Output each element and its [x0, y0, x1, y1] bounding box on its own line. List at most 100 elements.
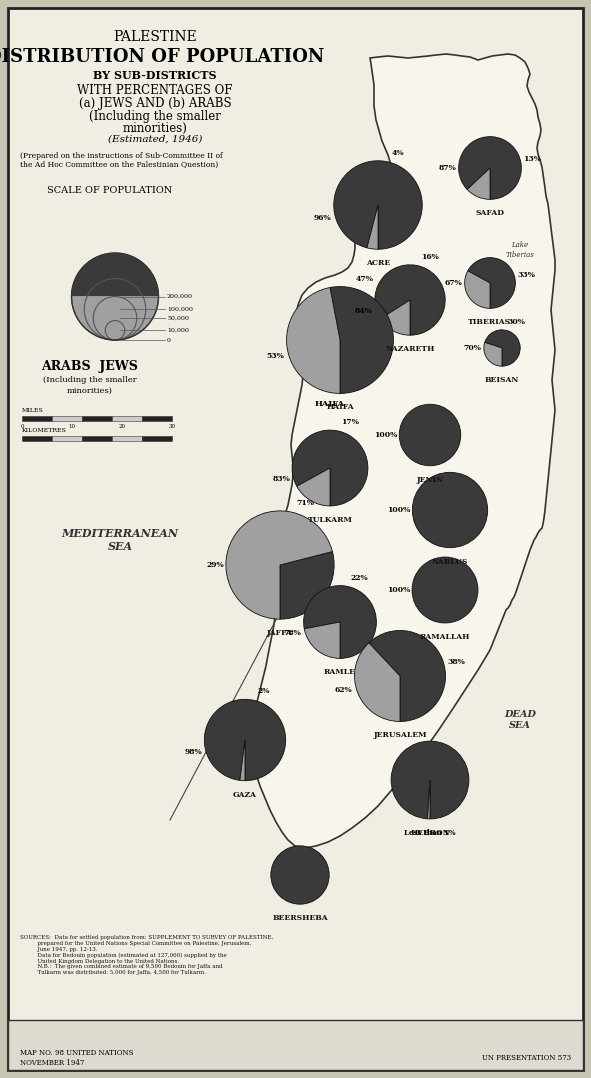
- Text: JERUSALEM: JERUSALEM: [374, 732, 427, 740]
- Wedge shape: [304, 622, 340, 659]
- Text: minorities): minorities): [122, 122, 187, 135]
- Text: 67%: 67%: [445, 279, 463, 287]
- Text: HAIFA: HAIFA: [326, 403, 354, 412]
- Text: GAZA: GAZA: [233, 790, 257, 799]
- Text: BY SUB-DISTRICTS: BY SUB-DISTRICTS: [93, 70, 217, 81]
- Text: SOURCES:  Data for settled population from: SUPPLEMENT TO SURVEY OF PALESTINE,
 : SOURCES: Data for settled population fro…: [20, 935, 274, 976]
- Text: (Estimated, 1946): (Estimated, 1946): [108, 135, 202, 144]
- Text: JAFFA: JAFFA: [267, 630, 293, 637]
- Wedge shape: [72, 253, 158, 296]
- Wedge shape: [484, 343, 502, 367]
- Text: 29%: 29%: [206, 561, 224, 569]
- Text: 53%: 53%: [267, 353, 285, 360]
- Wedge shape: [427, 780, 430, 819]
- Wedge shape: [467, 168, 490, 199]
- Text: 50,000: 50,000: [167, 316, 189, 321]
- Text: (Including the smaller: (Including the smaller: [89, 110, 221, 123]
- Wedge shape: [280, 552, 334, 619]
- Wedge shape: [391, 741, 469, 819]
- Text: SCALE OF POPULATION: SCALE OF POPULATION: [47, 186, 173, 195]
- Wedge shape: [297, 468, 330, 506]
- Text: 200,000: 200,000: [167, 294, 193, 299]
- Wedge shape: [226, 511, 332, 619]
- Wedge shape: [292, 430, 368, 506]
- Text: (Prepared on the instructions of Sub-Committee II of
the Ad Hoc Committee on the: (Prepared on the instructions of Sub-Com…: [20, 152, 223, 169]
- Text: MILES: MILES: [22, 407, 44, 413]
- Text: 98%: 98%: [184, 748, 202, 756]
- Wedge shape: [412, 557, 478, 623]
- Text: 2%: 2%: [257, 688, 269, 695]
- Text: ARABS  JEWS: ARABS JEWS: [41, 360, 138, 373]
- Bar: [82, 436, 112, 441]
- Wedge shape: [367, 205, 378, 249]
- Wedge shape: [465, 271, 490, 308]
- Wedge shape: [468, 258, 515, 308]
- Text: 96%: 96%: [314, 215, 332, 222]
- Text: 22%: 22%: [351, 573, 369, 582]
- Wedge shape: [380, 300, 410, 335]
- Bar: [8, 1020, 583, 1070]
- Text: WITH PERCENTAGES OF: WITH PERCENTAGES OF: [77, 84, 233, 97]
- Text: 10: 10: [69, 424, 76, 429]
- Text: BEISAN: BEISAN: [485, 376, 519, 384]
- Text: 84%: 84%: [355, 306, 373, 315]
- Text: 70%: 70%: [464, 344, 482, 353]
- Text: RAMLE: RAMLE: [324, 668, 356, 676]
- Text: (Including the smaller: (Including the smaller: [43, 376, 137, 384]
- Wedge shape: [204, 700, 285, 780]
- Bar: [22, 416, 52, 421]
- Text: ACRE: ACRE: [366, 259, 390, 267]
- Text: 16%: 16%: [421, 253, 439, 261]
- Bar: [112, 416, 142, 421]
- Text: 4%: 4%: [391, 149, 404, 156]
- Text: (a) JEWS AND (b) ARABS: (a) JEWS AND (b) ARABS: [79, 97, 231, 110]
- Text: TIBERIAS: TIBERIAS: [469, 318, 512, 327]
- Wedge shape: [485, 330, 520, 367]
- Text: 13%: 13%: [524, 154, 541, 163]
- Text: MAP NO. 98 UNITED NATIONS
NOVEMBER 1947: MAP NO. 98 UNITED NATIONS NOVEMBER 1947: [20, 1049, 134, 1066]
- Wedge shape: [72, 296, 158, 340]
- Text: 0: 0: [167, 337, 171, 343]
- Wedge shape: [369, 631, 446, 721]
- Bar: [112, 436, 142, 441]
- Text: PALESTINE: PALESTINE: [113, 30, 197, 44]
- Text: BEERSHEBA: BEERSHEBA: [272, 914, 328, 922]
- Text: 38%: 38%: [447, 659, 465, 666]
- Text: Less than 1%: Less than 1%: [404, 829, 456, 837]
- Wedge shape: [240, 740, 245, 780]
- Wedge shape: [375, 265, 445, 335]
- Text: 17%: 17%: [342, 418, 359, 426]
- Wedge shape: [287, 288, 340, 393]
- Bar: [142, 436, 172, 441]
- Text: NAZARETH: NAZARETH: [385, 345, 435, 354]
- Text: HAIFA: HAIFA: [315, 400, 345, 407]
- Text: SAFAD: SAFAD: [476, 209, 505, 218]
- Text: 33%: 33%: [517, 272, 535, 279]
- Text: 100%: 100%: [387, 506, 410, 514]
- Text: 20: 20: [119, 424, 125, 429]
- Wedge shape: [330, 287, 394, 393]
- Text: minorities): minorities): [67, 387, 113, 395]
- Text: DEAD
SEA: DEAD SEA: [504, 710, 536, 730]
- Wedge shape: [459, 137, 521, 199]
- Text: UN PRESENTATION 573: UN PRESENTATION 573: [482, 1054, 571, 1062]
- Bar: [82, 416, 112, 421]
- Wedge shape: [413, 472, 488, 548]
- Text: HEBRON: HEBRON: [410, 829, 450, 837]
- Text: JENIN: JENIN: [417, 475, 443, 484]
- Wedge shape: [334, 161, 422, 249]
- Bar: [52, 436, 82, 441]
- Text: 71%: 71%: [296, 499, 314, 507]
- Text: 100%: 100%: [374, 431, 397, 439]
- Bar: [142, 416, 172, 421]
- Text: 87%: 87%: [439, 164, 457, 172]
- Text: 30%: 30%: [508, 318, 525, 326]
- Text: RAMALLAH: RAMALLAH: [420, 633, 470, 641]
- Text: DISTRIBUTION OF POPULATION: DISTRIBUTION OF POPULATION: [0, 49, 324, 66]
- Wedge shape: [355, 642, 400, 721]
- Text: TULKARM: TULKARM: [307, 516, 352, 524]
- Bar: [52, 416, 82, 421]
- Wedge shape: [400, 404, 461, 466]
- Text: 10,000: 10,000: [167, 328, 189, 333]
- Text: Lake
Tiberias: Lake Tiberias: [505, 241, 534, 259]
